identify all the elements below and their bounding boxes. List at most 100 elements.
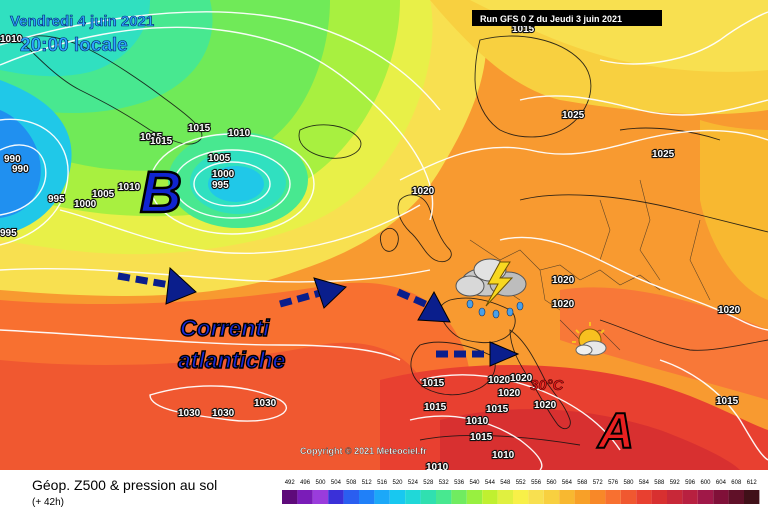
copyright-label: Copyright © 2021 Meteociel.fr xyxy=(300,446,427,456)
isobar-label: 1000 xyxy=(74,199,97,210)
run-banner xyxy=(472,10,662,26)
low-pressure-letter: B xyxy=(140,160,182,225)
isobar-label: 1015 xyxy=(188,123,211,134)
scale-swatch xyxy=(466,490,483,504)
high-pressure-letter: A xyxy=(596,403,634,459)
scale-swatch xyxy=(543,490,560,504)
isobar-label: 1015 xyxy=(716,396,739,407)
isobar-label: 1015 xyxy=(150,136,173,147)
scale-tick-label: 588 xyxy=(654,480,665,486)
isobar-label: 1010 xyxy=(492,450,515,461)
isobar-label: 1030 xyxy=(212,408,235,419)
isobar-label: 1005 xyxy=(92,189,115,200)
scale-tick-label: 532 xyxy=(439,480,450,486)
scale-tick-label: 512 xyxy=(362,480,373,486)
scale-swatch xyxy=(282,490,298,504)
copyright-text: © 2021 Meteociel.fr xyxy=(345,446,427,456)
scale-tick-label: 508 xyxy=(346,480,357,486)
isobar-label: 1010 xyxy=(0,34,23,45)
scale-tick-label: 584 xyxy=(639,480,650,486)
scale-tick-label: 524 xyxy=(408,480,419,486)
isobar-label: 1015 xyxy=(424,402,447,413)
isobar-labels: 1015 1015 1010 1010 1015 1005 1000 995 9… xyxy=(0,23,742,474)
scale-swatch xyxy=(620,490,637,504)
isobar-label: 1020 xyxy=(488,375,511,386)
isobar-label: 1020 xyxy=(552,299,575,310)
scale-swatch xyxy=(697,490,714,504)
isobar-label: 1030 xyxy=(178,408,201,419)
copyright-prefix: Copyright xyxy=(300,446,343,456)
scale-tick-label: 600 xyxy=(700,480,711,486)
scale-tick-label: 576 xyxy=(608,480,619,486)
scale-swatch xyxy=(528,490,544,504)
scale-tick-label: 580 xyxy=(623,480,634,486)
dashed-arrow-icon xyxy=(436,341,520,367)
scale-tick-label: 548 xyxy=(500,480,511,486)
thunderstorm-icon xyxy=(455,258,527,319)
scale-tick-label: 592 xyxy=(670,480,681,486)
currents-label-line1: Correnti xyxy=(180,315,270,341)
scale-tick-label: 516 xyxy=(377,480,388,486)
scale-swatch xyxy=(682,490,698,504)
scale-swatch xyxy=(651,490,667,504)
scale-swatch xyxy=(359,490,375,504)
isobar-label: 1020 xyxy=(510,373,533,384)
isobar-label: 1020 xyxy=(552,275,575,286)
scale-swatch xyxy=(297,490,313,504)
scale-tick-label: 540 xyxy=(469,480,480,486)
isobar-label: 990 xyxy=(4,154,21,165)
scale-swatch xyxy=(436,490,452,504)
scale-tick-label: 520 xyxy=(392,480,403,486)
scale-swatch xyxy=(713,490,729,504)
scale-swatch xyxy=(636,490,652,504)
scale-tick-label: 496 xyxy=(300,480,311,486)
scale-tick-label: 608 xyxy=(731,480,742,486)
isobar-label: 1000 xyxy=(212,169,235,180)
scale-tick-label: 604 xyxy=(716,480,727,486)
dashed-arrow-icon xyxy=(279,277,347,309)
scale-tick-label: 560 xyxy=(546,480,557,486)
scale-swatch xyxy=(451,490,467,504)
isobar-label: 990 xyxy=(12,164,29,175)
currents-label-line2: atlantiche xyxy=(178,347,286,373)
isobar-label: 1010 xyxy=(118,182,141,193)
scale-swatch xyxy=(559,490,575,504)
isobar-label: 1025 xyxy=(562,110,585,121)
isobar-label: 1030 xyxy=(254,398,277,409)
scale-tick-label: 492 xyxy=(285,480,296,486)
colour-scale: 492 496 500 504 508 512 516 520 524 528 532 536 540 5… xyxy=(282,480,760,504)
isobar-label: 1015 xyxy=(512,24,535,35)
geopotential-field xyxy=(0,0,768,470)
partly-cloudy-icon xyxy=(572,322,607,356)
scale-tick-label: 564 xyxy=(562,480,573,486)
scale-swatch xyxy=(590,490,606,504)
isobar-label: 1015 xyxy=(470,432,493,443)
scale-swatch xyxy=(605,490,621,504)
scale-tick-label: 572 xyxy=(593,480,604,486)
isobar-label: 1015 xyxy=(140,132,163,143)
scale-tick-label: 568 xyxy=(577,480,588,486)
scale-swatch xyxy=(389,490,406,504)
time-label: 20:00 locale xyxy=(20,35,128,56)
isobar-lines xyxy=(0,11,768,471)
isobar-label: 1020 xyxy=(534,400,557,411)
scale-swatch xyxy=(405,490,421,504)
isobar-label: 1020 xyxy=(412,186,435,197)
isobar-label: 1015 xyxy=(486,404,509,415)
scale-tick-label: 500 xyxy=(315,480,326,486)
date-label: Vendredi 4 juin 2021 xyxy=(10,13,154,30)
scale-swatch xyxy=(420,490,436,504)
isobar-label: 995 xyxy=(0,228,17,239)
scale-swatch xyxy=(374,490,390,504)
scale-tick-label: 536 xyxy=(454,480,465,486)
scale-swatch xyxy=(482,490,498,504)
scale-tick-label: 528 xyxy=(423,480,434,486)
scale-swatch xyxy=(744,490,760,504)
scale-swatch xyxy=(312,490,329,504)
scale-swatch xyxy=(343,490,359,504)
scale-swatch xyxy=(667,490,683,504)
dashed-arrow-icon xyxy=(117,266,197,305)
scale-tick-label: 504 xyxy=(331,480,342,486)
scale-swatch xyxy=(328,490,344,504)
